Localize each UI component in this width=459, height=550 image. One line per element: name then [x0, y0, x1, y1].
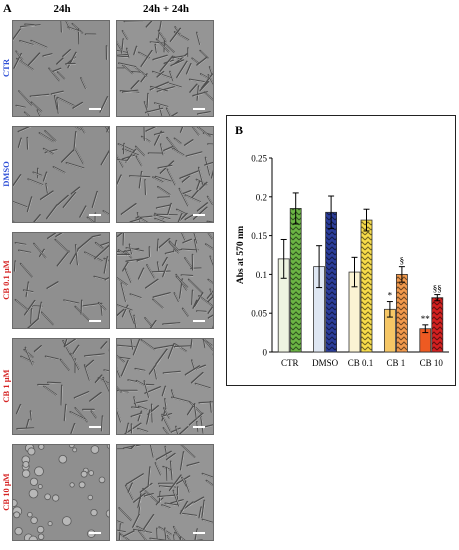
scale-bar	[193, 320, 205, 322]
significance-marker: **	[421, 314, 431, 324]
micrograph-tile	[116, 20, 214, 117]
bar-chart: B 0 0.05 0.1 0.15 0.2 0.25 Abs at 570 nm CTR DMSO…	[235, 123, 449, 368]
row-label-1: DMSO	[1, 160, 11, 187]
scale-bar	[193, 214, 205, 216]
row-label-0: CTR	[1, 58, 11, 77]
micrograph-tile	[12, 20, 110, 117]
y-tick-label: 0.15	[251, 231, 267, 241]
scale-bar	[193, 108, 205, 110]
x-tick-label: CB 10	[420, 358, 444, 368]
scale-bar	[89, 532, 101, 534]
row-label-2: CB 0.1 μM	[1, 259, 11, 300]
micrograph-tile	[116, 444, 214, 541]
significance-marker: *	[388, 291, 393, 301]
bar-series2	[325, 211, 337, 353]
column-header-24h-plus-24h: 24h + 24h	[142, 3, 189, 15]
significance-marker: §§	[433, 284, 442, 294]
micrograph-tile	[116, 126, 214, 223]
bar-series2	[395, 273, 408, 353]
micrograph-tile	[116, 338, 214, 435]
row-label-3: CB 1 μM	[1, 368, 11, 403]
bar-series2	[360, 219, 373, 353]
y-tick-label: 0.1	[256, 270, 267, 280]
row-label-4: CB 10 μM	[1, 472, 11, 511]
y-tick-label: 0	[263, 348, 268, 358]
x-tick-label: CTR	[281, 358, 299, 368]
micrograph-tile	[12, 126, 110, 223]
significance-marker: §	[400, 256, 405, 266]
scale-bar	[89, 214, 101, 216]
bar-series2	[431, 297, 444, 353]
y-axis-label: Abs at 570 nm	[236, 226, 246, 284]
y-tick-label: 0.2	[256, 192, 267, 202]
bar-series2	[289, 208, 302, 353]
scale-bar	[193, 532, 205, 534]
x-tick-label: DMSO	[312, 358, 339, 368]
x-tick-label: CB 0.1	[348, 358, 374, 368]
micrograph-tile	[12, 444, 110, 541]
panel-a-letter: A	[3, 1, 12, 15]
chart-panel-b: B 0 0.05 0.1 0.15 0.2 0.25 Abs at 570 nm CTR DMSO…	[226, 115, 456, 386]
scale-bar	[193, 426, 205, 428]
micrograph-tile	[12, 338, 110, 435]
micrograph-tile	[116, 232, 214, 329]
micrograph-tile	[12, 232, 110, 329]
scale-bar	[89, 426, 101, 428]
scale-bar	[89, 320, 101, 322]
y-tick-label: 0.25	[251, 154, 267, 164]
column-header-24h: 24h	[53, 3, 71, 15]
panel-b-letter: B	[235, 123, 243, 137]
scale-bar	[89, 108, 101, 110]
y-tick-label: 0.05	[251, 309, 267, 319]
x-tick-label: CB 1	[387, 358, 406, 368]
